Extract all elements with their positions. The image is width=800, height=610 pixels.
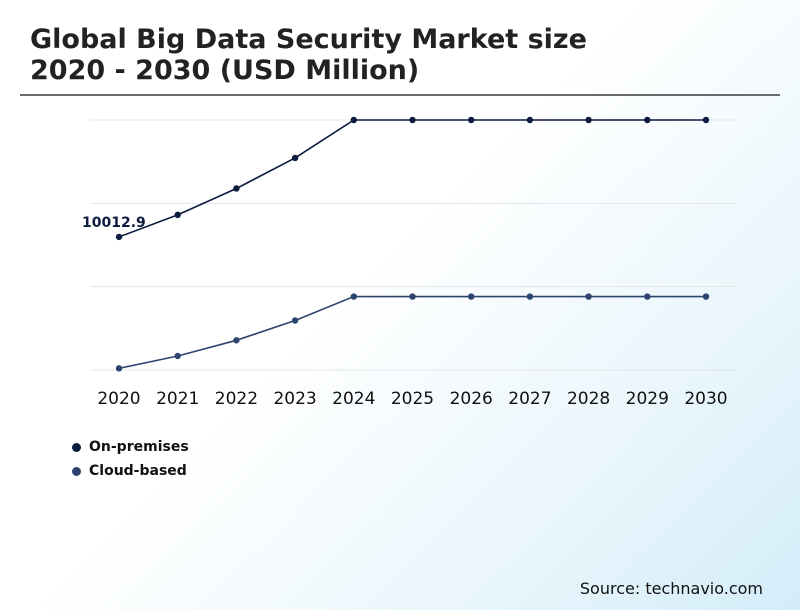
- data-labels: 10012.9: [82, 215, 146, 231]
- data-point-cloud-based-2026: [468, 293, 475, 300]
- source-credit: Source: technavio.com: [579, 579, 763, 598]
- x-tick-label-2030: 2030: [684, 389, 727, 409]
- data-point-cloud-based-2023: [291, 317, 299, 324]
- data-label-1: 10012.9: [82, 215, 146, 231]
- series-line-cloud-based: [118, 295, 706, 370]
- data-point-on-premises-2023: [291, 154, 299, 162]
- legend-label-on-premises: On-premises: [89, 439, 189, 455]
- legend-item-cloud-based: Cloud-based: [72, 459, 189, 483]
- data-point-cloud-based-2020: [115, 365, 123, 372]
- data-point-on-premises-2025: [409, 116, 416, 124]
- x-tick-label-2024: 2024: [332, 389, 375, 409]
- x-tick-label-2029: 2029: [626, 389, 669, 409]
- data-point-cloud-based-2029: [644, 293, 651, 300]
- series-line-on-premises: [118, 119, 706, 238]
- legend-item-on-premises: On-premises: [72, 435, 189, 459]
- series-lines: [118, 119, 706, 370]
- title-divider: [20, 94, 780, 96]
- x-tick-label-2020: 2020: [97, 389, 140, 409]
- data-point-on-premises-2028: [585, 116, 592, 124]
- data-point-on-premises-2030: [702, 116, 710, 124]
- data-point-cloud-based-2027: [526, 293, 534, 300]
- data-point-cloud-based-2022: [233, 337, 240, 344]
- x-tick-label-2027: 2027: [508, 389, 551, 409]
- data-point-cloud-based-2024: [350, 293, 357, 300]
- x-tick-label-2022: 2022: [215, 389, 258, 409]
- legend-marker-cloud-based: [72, 466, 81, 476]
- data-point-on-premises-2020: [115, 233, 123, 241]
- data-point-cloud-based-2021: [174, 352, 181, 360]
- data-points: [115, 116, 710, 372]
- chart-title-line-1: Global Big Data Security Market size: [30, 24, 587, 55]
- data-point-cloud-based-2025: [409, 293, 416, 300]
- data-point-cloud-based-2030: [702, 293, 710, 300]
- data-point-on-premises-2022: [233, 185, 240, 192]
- legend-marker-on-premises: [72, 442, 81, 452]
- legend-label-cloud-based: Cloud-based: [89, 463, 187, 479]
- data-point-cloud-based-2028: [585, 293, 592, 300]
- data-point-on-premises-2021: [174, 211, 181, 219]
- data-point-on-premises-2029: [644, 116, 651, 124]
- gridlines: [90, 119, 736, 371]
- chart-title: Global Big Data Security Market size 202…: [30, 24, 587, 86]
- x-tick-label-2021: 2021: [156, 389, 199, 409]
- chart-title-line-2: 2020 - 2030 (USD Million): [30, 55, 420, 86]
- data-point-on-premises-2027: [526, 116, 534, 124]
- x-axis-tick-labels: 2020 2021 2022 2023 2024 2025 2026 2027 2028 2029…: [97, 389, 727, 409]
- x-tick-label-2026: 2026: [450, 389, 493, 409]
- x-tick-label-2025: 2025: [391, 389, 434, 409]
- data-point-on-premises-2026: [468, 116, 475, 124]
- x-tick-label-2028: 2028: [567, 389, 610, 409]
- legend: On-premises Cloud-based: [72, 435, 189, 483]
- data-point-on-premises-2024: [350, 116, 357, 124]
- x-tick-label-2023: 2023: [273, 389, 316, 409]
